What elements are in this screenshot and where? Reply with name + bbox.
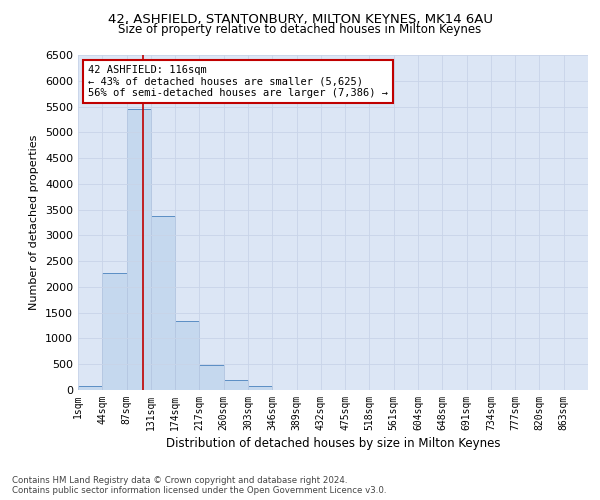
Bar (102, 273, 127, 390)
Bar (78, 386, 102, 390)
Text: Size of property relative to detached houses in Milton Keynes: Size of property relative to detached ho… (118, 22, 482, 36)
Bar (175, 322, 199, 390)
X-axis label: Distribution of detached houses by size in Milton Keynes: Distribution of detached houses by size … (166, 437, 500, 450)
Bar (224, 380, 248, 390)
Bar (199, 366, 224, 390)
Text: 42, ASHFIELD, STANTONBURY, MILTON KEYNES, MK14 6AU: 42, ASHFIELD, STANTONBURY, MILTON KEYNES… (107, 12, 493, 26)
Bar (151, 216, 175, 390)
Text: 42 ASHFIELD: 116sqm
← 43% of detached houses are smaller (5,625)
56% of semi-det: 42 ASHFIELD: 116sqm ← 43% of detached ho… (88, 65, 388, 98)
Y-axis label: Number of detached properties: Number of detached properties (29, 135, 40, 310)
Text: Contains HM Land Registry data © Crown copyright and database right 2024.
Contai: Contains HM Land Registry data © Crown c… (12, 476, 386, 495)
Bar (127, 109, 151, 390)
Bar (248, 386, 272, 390)
